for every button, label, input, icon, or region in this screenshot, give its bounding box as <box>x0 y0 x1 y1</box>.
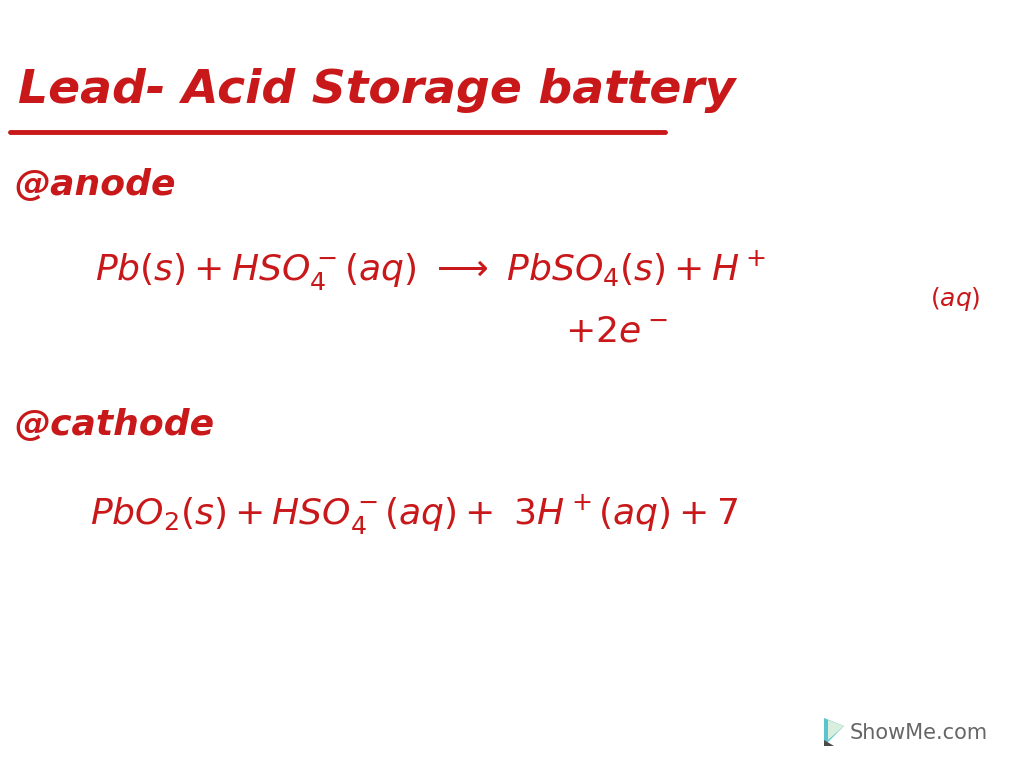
Text: $\mathit{(aq)}$: $\mathit{(aq)}$ <box>930 285 981 313</box>
Polygon shape <box>824 740 834 746</box>
Text: Lead- Acid Storage battery: Lead- Acid Storage battery <box>18 68 735 113</box>
Text: $\mathit{Pb(s) + HSO_4^-(aq)\ \longrightarrow\ PbSO_4(s) + H^+}$: $\mathit{Pb(s) + HSO_4^-(aq)\ \longright… <box>95 248 766 293</box>
Text: ShowMe.com: ShowMe.com <box>850 723 988 743</box>
Text: $\mathit{+ 2e^-}$: $\mathit{+ 2e^-}$ <box>565 315 668 349</box>
Text: @cathode: @cathode <box>14 408 214 442</box>
Polygon shape <box>824 718 844 746</box>
Text: @anode: @anode <box>14 168 175 202</box>
Polygon shape <box>828 720 844 740</box>
Text: $\mathit{PbO_2(s) + HSO_4^-(aq) +\ 3H^+(aq) + 7}$: $\mathit{PbO_2(s) + HSO_4^-(aq) +\ 3H^+(… <box>90 492 738 537</box>
